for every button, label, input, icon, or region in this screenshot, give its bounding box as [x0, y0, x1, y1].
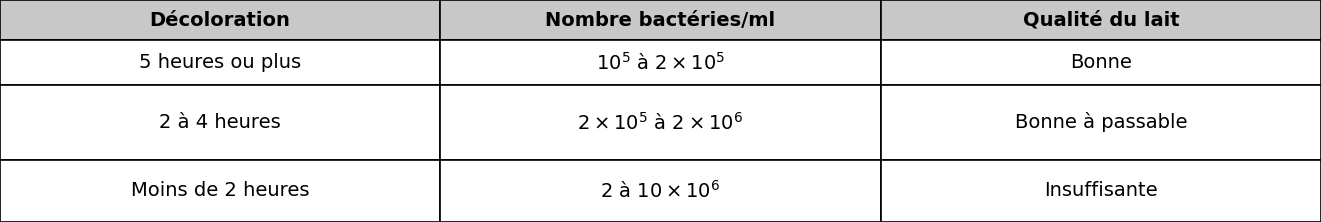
Bar: [881, 40, 1321, 85]
Bar: [440, 160, 881, 222]
Text: Bonne à passable: Bonne à passable: [1015, 113, 1188, 133]
Bar: [881, 0, 1321, 40]
Bar: [440, 40, 881, 85]
Text: Moins de 2 heures: Moins de 2 heures: [131, 182, 309, 200]
Text: $10^5$ à $2\times10^5$: $10^5$ à $2\times10^5$: [596, 52, 725, 73]
Text: Insuffisante: Insuffisante: [1044, 182, 1159, 200]
Text: 2 à $10\times10^6$: 2 à $10\times10^6$: [600, 180, 721, 202]
Text: Bonne: Bonne: [1070, 53, 1132, 72]
Bar: [0, 160, 440, 222]
Text: Nombre bactéries/ml: Nombre bactéries/ml: [546, 10, 775, 30]
Bar: [440, 0, 881, 40]
Bar: [0, 85, 440, 160]
Bar: [0, 0, 440, 40]
Text: $2\times10^5$ à $2\times10^6$: $2\times10^5$ à $2\times10^6$: [577, 111, 744, 133]
Text: 5 heures ou plus: 5 heures ou plus: [139, 53, 301, 72]
Text: Décoloration: Décoloration: [149, 10, 291, 30]
Bar: [0, 40, 440, 85]
Text: 2 à 4 heures: 2 à 4 heures: [159, 113, 281, 132]
Bar: [881, 85, 1321, 160]
Bar: [881, 160, 1321, 222]
Bar: [440, 85, 881, 160]
Text: Qualité du lait: Qualité du lait: [1022, 10, 1180, 30]
